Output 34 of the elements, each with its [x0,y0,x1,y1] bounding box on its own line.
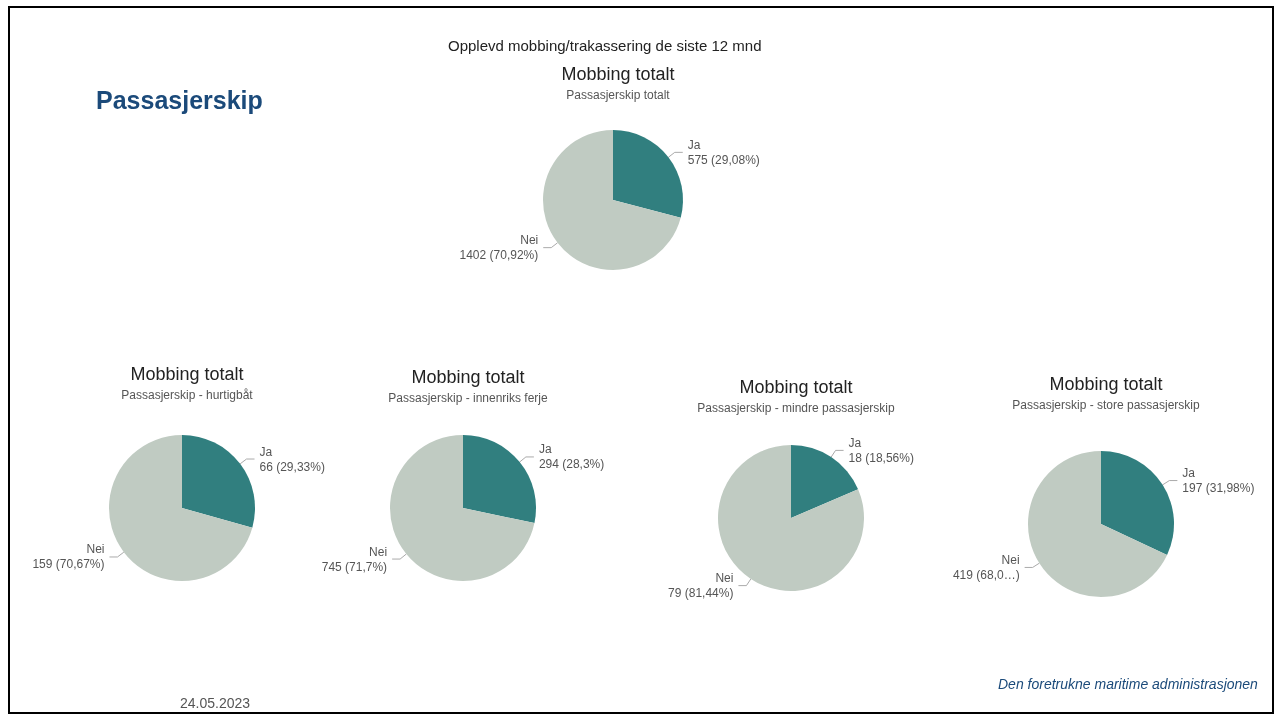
data-label: 1402 (70,92%) [459,248,539,263]
chart-title: Mobbing totalt [411,367,525,387]
data-label: 159 (70,67%) [32,557,105,572]
data-label: 66 (29,33%) [259,459,325,474]
slice-label: Nei [1001,552,1020,567]
data-label: 197 (31,98%) [1182,481,1255,496]
data-label: 745 (71,7%) [321,559,388,574]
chart-title: Mobbing totalt [130,364,244,384]
data-label: 18 (18,56%) [848,450,914,465]
data-label: 575 (29,08%) [687,152,760,167]
text: Opplevd mobbing/trakassering de siste 12 mnd [448,37,762,54]
chart-subtitle: Passasjerskip - hurtigbåt [121,388,254,402]
chart-subtitle: Passasjerskip - store passasjerskip [1012,398,1201,412]
data-label: 419 (68,0…) [952,567,1020,582]
chart-title: Mobbing totalt [1049,374,1163,394]
slice-label: Ja [538,442,552,457]
text: Passasjerskip [96,86,263,115]
chart-subtitle: Passasjerskip - mindre passasjerskip [697,401,896,415]
slice-label: Ja [687,137,701,152]
slice-label: Nei [520,233,539,248]
slice-label: Ja [848,435,862,450]
data-label: 79 (81,44%) [668,586,734,601]
text: Den foretrukne maritime administrasjonen [998,676,1258,692]
slice-label: Nei [715,571,734,586]
slice-label: Ja [259,444,273,459]
chart-subtitle: Passasjerskip - innenriks ferje [388,391,549,405]
data-label: 294 (28,3%) [538,457,605,472]
slice-label: Nei [86,542,105,557]
text: 24.05.2023 [180,695,251,711]
chart-subtitle: Passasjerskip totalt [566,88,671,102]
chart-title: Mobbing totalt [561,64,675,84]
slice-label: Ja [1182,466,1196,481]
slice-label: Nei [369,544,388,559]
chart-title: Mobbing totalt [739,377,853,397]
